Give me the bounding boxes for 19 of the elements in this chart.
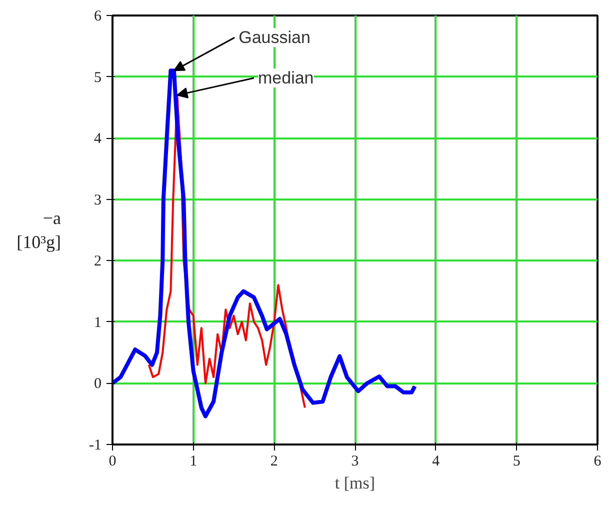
y-tick-label: 2 <box>94 254 102 270</box>
y-tick-label: -1 <box>89 438 102 454</box>
y-tick-label: 6 <box>94 8 102 24</box>
x-tick-label: 4 <box>432 454 440 470</box>
x-tick-label: 3 <box>351 454 359 470</box>
x-tick-label: 6 <box>594 454 602 470</box>
y-tick-label: 4 <box>94 131 102 148</box>
y-axis-title: −a [10³g] <box>16 208 62 252</box>
x-axis-title: t [ms] <box>334 474 376 492</box>
x-tick-label: 5 <box>512 454 520 470</box>
x-tick-label: 2 <box>270 454 278 470</box>
x-tick-label: 1 <box>190 454 198 470</box>
y-tick-label: 3 <box>94 192 102 208</box>
y-tick-label: 0 <box>94 376 102 392</box>
annotation: median <box>258 68 314 88</box>
x-tick-label: 0 <box>108 454 116 470</box>
annotation: Gaussian <box>238 28 310 48</box>
y-tick-label: 5 <box>94 70 102 86</box>
y-tick-label: 1 <box>94 314 102 331</box>
